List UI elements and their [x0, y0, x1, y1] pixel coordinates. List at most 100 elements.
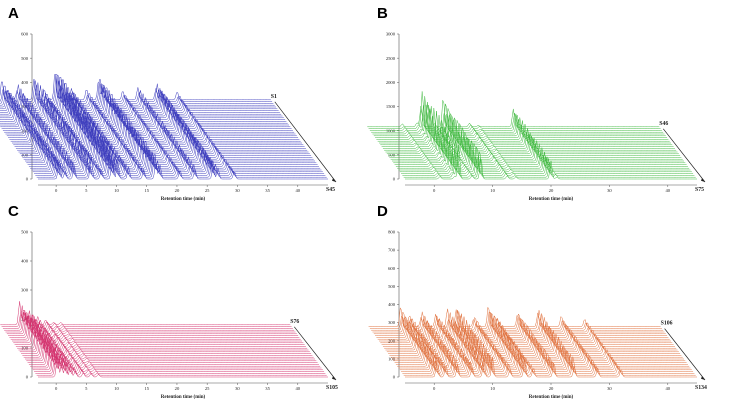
trace-line [14, 118, 305, 147]
x-tick-label: 5 [85, 386, 88, 391]
x-tick-label: 20 [549, 386, 554, 391]
sample-direction-arrow [663, 128, 706, 183]
trace-line [402, 354, 695, 374]
trace-line [12, 117, 302, 144]
trace-line [376, 316, 669, 338]
x-tick-label: 30 [607, 386, 612, 391]
x-axis-title: Retention time (min) [161, 197, 206, 202]
trace-line [397, 130, 690, 169]
trace-line [369, 103, 662, 131]
trace-line [405, 356, 697, 378]
x-tick-label: 35 [265, 188, 270, 193]
trace-line [25, 340, 315, 360]
trace-line [22, 126, 313, 158]
x-tick-label: 40 [295, 188, 300, 193]
first-sample-label: S1 [271, 94, 277, 100]
trace-line [394, 341, 687, 363]
x-tick-label: 30 [235, 386, 240, 391]
trace-line [373, 313, 666, 335]
trace-line [5, 310, 296, 333]
sample-arrow-head [332, 376, 336, 380]
y-tick-label: 1000 [386, 128, 396, 133]
y-tick-label: 0 [26, 177, 29, 182]
trace-line [12, 317, 302, 342]
y-tick-label: 3000 [386, 32, 396, 37]
trace-line [23, 135, 314, 160]
panel-b: B 0 500 1000 1500 2000 2500 3000 S46 S75 0 10 20 30 40… [367, 5, 706, 202]
trace-line [0, 75, 274, 104]
trace-line [32, 148, 323, 173]
last-sample-label: S45 [326, 187, 335, 193]
y-tick-label: 600 [21, 32, 29, 37]
x-tick-label: 10 [490, 188, 495, 193]
trace-line [0, 79, 279, 111]
trace-line [0, 74, 271, 101]
x-tick-label: 5 [85, 188, 88, 193]
x-tick-label: 0 [433, 188, 436, 193]
x-tick-label: 10 [490, 386, 495, 391]
trace-line [36, 146, 327, 178]
trace-line [21, 334, 312, 354]
trace-line [18, 128, 309, 153]
trace-line [17, 120, 308, 151]
trace-line [27, 346, 318, 363]
trace-line [393, 133, 686, 164]
trace-line [30, 350, 321, 367]
y-tick-label: 300 [21, 288, 29, 293]
trace-line [390, 126, 683, 160]
y-tick-label: 0 [393, 177, 396, 182]
x-tick-label: 25 [205, 386, 210, 391]
y-tick-label: 300 [21, 104, 29, 109]
x-tick-label: 35 [265, 386, 270, 391]
trace-line [36, 353, 327, 376]
x-tick-label: 30 [235, 188, 240, 193]
x-tick-label: 20 [175, 188, 180, 193]
trace-line [388, 333, 681, 354]
trace-line [368, 91, 661, 129]
y-tick-label: 500 [21, 56, 29, 61]
y-tick-label: 700 [388, 248, 396, 253]
trace-line [367, 99, 660, 128]
trace-line [18, 332, 309, 351]
trace-line [13, 117, 304, 146]
x-tick-label: 0 [55, 386, 58, 391]
trace-line [371, 311, 664, 331]
trace-line [393, 339, 686, 362]
trace-line [9, 315, 300, 338]
trace-line [379, 115, 671, 144]
trace-line [17, 324, 308, 349]
trace-line [402, 138, 695, 176]
trace-line [2, 99, 293, 131]
y-tick-label: 500 [388, 284, 396, 289]
trace-line [21, 131, 312, 156]
trace-line [382, 326, 675, 347]
trace-line [26, 139, 317, 164]
x-tick-label: 0 [433, 386, 436, 391]
trace-line [2, 305, 293, 329]
trace-line [0, 87, 284, 119]
y-tick-label: 400 [388, 302, 396, 307]
first-sample-label: S46 [659, 121, 668, 127]
sample-arrow-head [332, 178, 336, 182]
trace-line [401, 352, 694, 372]
trace-line [15, 330, 306, 347]
first-sample-label: S106 [661, 321, 673, 327]
panel-letter: B [377, 5, 388, 22]
panel-a: A 0 100 200 300 400 500 600 S1 S45 0 5 10 15 20 25 30 35 4… [0, 5, 337, 202]
trace-line [38, 155, 328, 180]
trace-line [399, 350, 692, 371]
trace-line [375, 315, 668, 336]
trace-line [379, 319, 671, 342]
x-tick-label: 20 [175, 386, 180, 391]
trace-line [31, 141, 322, 171]
trace-line [1, 310, 292, 327]
trace-line [35, 151, 326, 176]
trace-line [31, 344, 322, 369]
panel-letter: C [8, 203, 19, 220]
x-tick-label: 40 [666, 386, 671, 391]
x-tick-label: 15 [144, 188, 149, 193]
trace-line [0, 92, 287, 122]
trace-line [372, 313, 665, 333]
